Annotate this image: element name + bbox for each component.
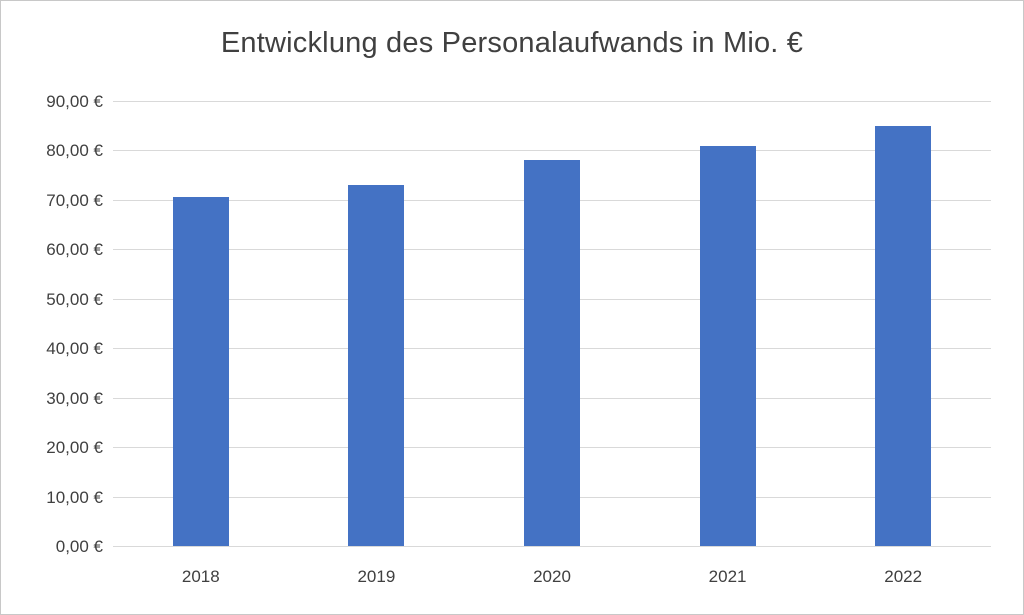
x-axis-tick-label: 2021 [708,567,747,586]
plot-area [113,101,991,547]
y-axis-tick-label: 60,00 € [46,240,103,260]
chart-title: Entwicklung des Personalaufwands in Mio.… [220,27,804,59]
y-axis-tick-label: 80,00 € [46,141,103,161]
bar-2022 [875,125,932,546]
y-axis: 0,00 € 10,00 € 20,00 € 30,00 € 40,00 € 50,00 … [1,92,103,556]
gridline-90 [113,101,991,102]
x-axis-tick-label: 2022 [884,567,923,586]
bar-2021 [699,145,756,546]
x-axis-tick-label: 2018 [181,567,220,586]
x-axis-tick-label: 2020 [533,567,571,586]
y-axis-tick-label: 70,00 € [46,190,103,210]
x-axis-tick-label: 2019 [357,567,396,586]
y-axis-tick-label: 30,00 € [46,388,103,408]
gridline-80 [113,150,991,152]
y-axis-tick-label: 0,00 € [55,537,103,556]
x-axis: 2018 2019 2020 2021 2022 [113,553,991,593]
bar-2018 [172,197,229,546]
y-axis-tick-label: 40,00 € [46,339,103,359]
bar-2020 [524,160,580,546]
bar-2019 [348,185,405,546]
gridline-0 [113,546,991,547]
y-axis-tick-label: 10,00 € [46,487,103,507]
y-axis-tick-label: 90,00 € [46,92,103,111]
y-axis-tick-label: 50,00 € [46,289,103,309]
y-axis-tick-label: 20,00 € [46,438,103,458]
